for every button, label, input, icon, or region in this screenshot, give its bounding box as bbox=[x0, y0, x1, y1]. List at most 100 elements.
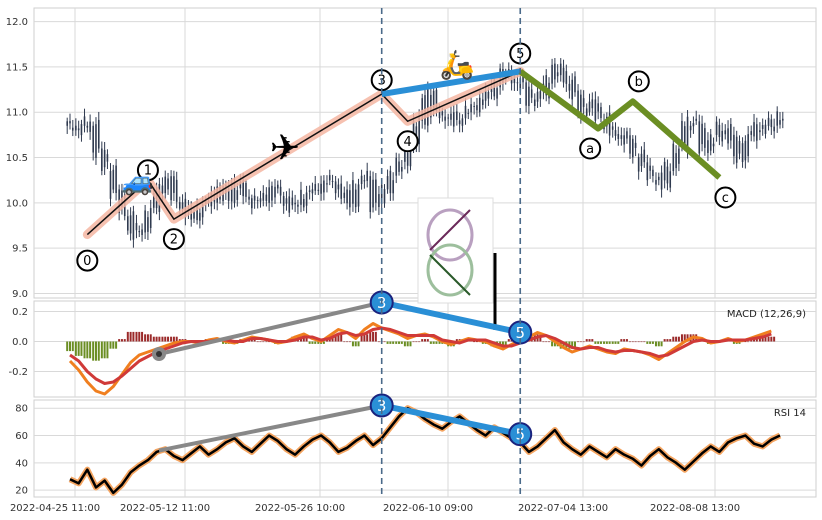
price-y-tick: 11.5 bbox=[6, 62, 28, 73]
macd-hist-bar bbox=[351, 341, 354, 347]
macd-hist-bar bbox=[129, 331, 132, 342]
logo-ring-top bbox=[426, 208, 474, 262]
candle-body bbox=[349, 190, 351, 208]
candle-body bbox=[580, 94, 582, 116]
candle-body bbox=[66, 121, 68, 126]
candle-body bbox=[663, 161, 666, 181]
price-y-tick: 11.0 bbox=[6, 108, 28, 119]
macd-hist-bar bbox=[178, 339, 181, 342]
candle-body bbox=[80, 124, 83, 136]
candle-body bbox=[236, 190, 239, 200]
signal-line bbox=[69, 326, 772, 385]
macd-hist-bar bbox=[660, 341, 663, 347]
candle-body bbox=[698, 121, 701, 154]
x-tick-label: 2022-06-10 09:00 bbox=[383, 503, 473, 514]
candle-body bbox=[597, 103, 599, 112]
candle-body bbox=[265, 194, 268, 201]
wave-label: b bbox=[635, 75, 643, 90]
candle-body bbox=[779, 120, 781, 125]
candle-body bbox=[409, 149, 412, 167]
macd-hist-bar bbox=[573, 341, 576, 349]
candle-body bbox=[701, 123, 703, 145]
candle-body bbox=[300, 189, 302, 205]
candle-body bbox=[337, 184, 340, 190]
macd-hist-bar bbox=[614, 341, 617, 344]
macd-hist-bar bbox=[77, 341, 80, 356]
candle-body bbox=[135, 222, 138, 231]
candle-body bbox=[334, 181, 337, 194]
candle-body bbox=[591, 99, 594, 109]
macd-hist-bar bbox=[369, 331, 372, 342]
macd-hist-bar bbox=[106, 341, 109, 359]
macd-hist-bar bbox=[374, 331, 377, 342]
candle-body bbox=[389, 170, 392, 194]
candle-body bbox=[331, 180, 334, 182]
candle-body bbox=[262, 192, 265, 201]
macd-hist-bar bbox=[680, 334, 683, 342]
candle-body bbox=[305, 192, 308, 206]
candle-body bbox=[683, 126, 686, 147]
candle-body bbox=[181, 202, 184, 210]
rsi-divergence-line bbox=[381, 402, 521, 438]
macd-hist-bar bbox=[429, 341, 432, 344]
candle-body bbox=[456, 111, 458, 120]
logo-icon bbox=[417, 197, 494, 304]
macd-hist-bar bbox=[317, 341, 320, 344]
candle-body bbox=[372, 179, 374, 208]
candle-body bbox=[245, 182, 247, 197]
macd-hist-bar bbox=[675, 336, 678, 342]
macd-hist-bar bbox=[545, 341, 548, 343]
candle-body bbox=[530, 89, 533, 98]
candle-body bbox=[196, 204, 198, 221]
rsi-trend-line bbox=[158, 403, 383, 453]
candle-body bbox=[461, 118, 464, 126]
car-icon: 🚙 bbox=[122, 167, 154, 197]
candle-body bbox=[294, 202, 296, 205]
macd-hist-bar bbox=[625, 339, 628, 342]
wave-label-circle bbox=[396, 130, 419, 153]
candle-body bbox=[759, 130, 761, 133]
candle-body bbox=[747, 134, 749, 157]
macd-hist-bar bbox=[115, 341, 118, 349]
macd-hist-bar bbox=[585, 339, 588, 342]
macd-hist-bar bbox=[562, 341, 565, 349]
x-tick-label: 2022-04-25 11:00 bbox=[10, 503, 100, 514]
macd-hist-bar bbox=[475, 341, 478, 343]
candle-body bbox=[689, 125, 692, 131]
candle-body bbox=[297, 204, 299, 207]
candle-body bbox=[721, 130, 723, 142]
candle-body bbox=[704, 128, 706, 148]
macd-hist-bar bbox=[92, 341, 95, 361]
macd-hist-bar bbox=[418, 341, 421, 343]
candle-body bbox=[724, 130, 727, 135]
candle-body bbox=[291, 197, 294, 206]
macd-hist-bar bbox=[158, 336, 161, 342]
candle-body bbox=[395, 157, 398, 176]
macd-hist-bar bbox=[97, 341, 100, 361]
macd-hist-bar bbox=[426, 339, 429, 342]
candle-body bbox=[773, 126, 775, 132]
macd-hist-bar bbox=[302, 336, 305, 342]
macd-hist-bar bbox=[69, 341, 71, 352]
candle-body bbox=[86, 125, 89, 128]
macd-hist-bar bbox=[305, 336, 308, 342]
candle-body bbox=[562, 67, 565, 83]
candle-body bbox=[482, 99, 484, 106]
macd-hist-bar bbox=[360, 334, 363, 342]
x-tick-label: 2022-08-08 13:00 bbox=[650, 503, 740, 514]
macd-hist-bar bbox=[501, 341, 504, 347]
macd-hist-bar bbox=[579, 341, 582, 343]
candle-body bbox=[744, 140, 747, 161]
candle-body bbox=[484, 90, 487, 101]
candle-body bbox=[718, 124, 721, 138]
candle-body bbox=[730, 124, 732, 141]
candle-body bbox=[551, 64, 553, 84]
macd-hist-bar bbox=[672, 336, 675, 342]
candle-body bbox=[233, 181, 236, 203]
candle-body bbox=[92, 125, 94, 153]
candle-body bbox=[539, 91, 542, 99]
candle-body bbox=[571, 79, 573, 100]
candle-body bbox=[490, 87, 493, 93]
macd-hist-bar bbox=[141, 331, 144, 342]
price-y-tick: 12.0 bbox=[6, 17, 28, 28]
